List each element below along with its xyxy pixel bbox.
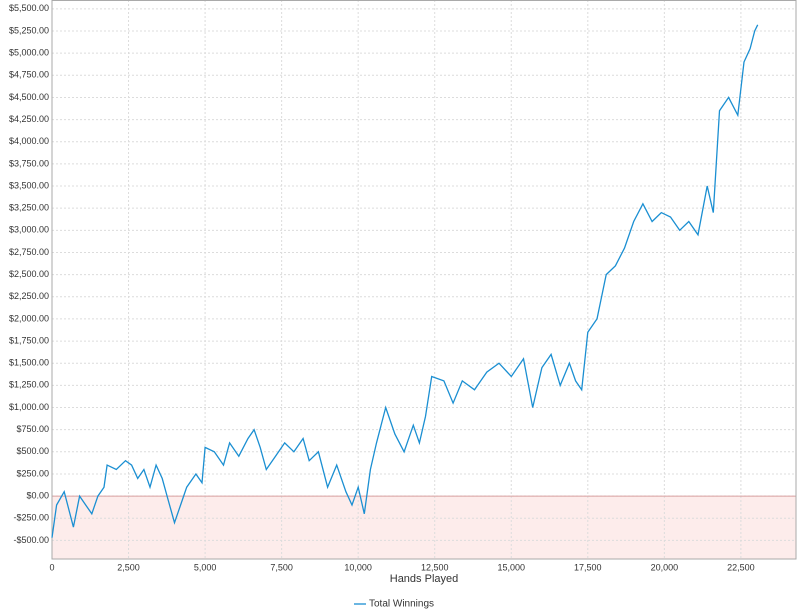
y-tick-label: $5,000.00 <box>9 48 49 58</box>
y-tick-label: $2,250.00 <box>9 291 49 301</box>
x-tick-label: 0 <box>49 562 54 572</box>
plot-background <box>51 0 797 560</box>
y-tick-label: $500.00 <box>16 446 49 456</box>
plot-border <box>51 0 797 560</box>
y-tick-label: $0.00 <box>26 490 49 500</box>
x-tick-label: 22,500 <box>727 562 755 572</box>
y-tick-label: -$250.00 <box>13 513 49 523</box>
y-tick-label: $2,750.00 <box>9 247 49 257</box>
y-tick-label: $5,250.00 <box>9 25 49 35</box>
y-tick-label: $4,500.00 <box>9 92 49 102</box>
x-tick-label: 17,500 <box>574 562 602 572</box>
y-tick-label: $4,000.00 <box>9 136 49 146</box>
y-tick-label: $4,250.00 <box>9 114 49 124</box>
y-tick-label: $3,750.00 <box>9 158 49 168</box>
line-series <box>51 24 759 538</box>
x-tick-label: 20,000 <box>651 562 679 572</box>
x-tick-label: 5,000 <box>194 562 217 572</box>
y-tick-label: $5,500.00 <box>9 3 49 13</box>
x-tick-label: 2,500 <box>117 562 140 572</box>
x-tick-label: 12,500 <box>421 562 449 572</box>
legend-label: Total Winnings <box>369 599 434 610</box>
y-tick-label: $1,250.00 <box>9 380 49 390</box>
y-tick-label: $3,500.00 <box>9 180 49 190</box>
y-tick-label: -$500.00 <box>13 535 49 545</box>
y-tick-label: $750.00 <box>16 424 49 434</box>
x-tick-label: 15,000 <box>497 562 525 572</box>
y-tick-label: $3,250.00 <box>9 203 49 213</box>
y-tick-label: $2,000.00 <box>9 313 49 323</box>
y-tick-label: $3,000.00 <box>9 225 49 235</box>
y-tick-label: $2,500.00 <box>9 269 49 279</box>
y-tick-label: $4,750.00 <box>9 70 49 80</box>
x-tick-label: 7,500 <box>270 562 293 572</box>
y-tick-label: $250.00 <box>16 468 49 478</box>
y-tick-label: $1,500.00 <box>9 358 49 368</box>
x-axis-label: Hands Played <box>390 573 459 585</box>
y-tick-label: $1,000.00 <box>9 402 49 412</box>
x-tick-label: 10,000 <box>344 562 372 572</box>
y-tick-label: $1,750.00 <box>9 335 49 345</box>
negative-region <box>52 496 796 559</box>
